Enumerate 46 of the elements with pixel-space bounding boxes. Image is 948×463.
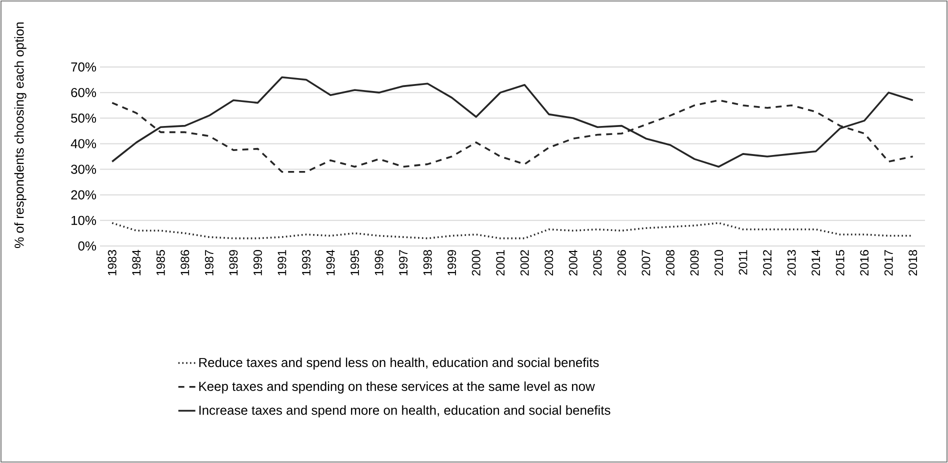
x-tick-label: 1983 (108, 250, 116, 276)
x-tick-label: 2009 (690, 250, 699, 276)
x-tick-label: 1985 (156, 250, 165, 276)
x-tick-label: 1987 (204, 250, 214, 276)
x-tick-label: 2010 (714, 250, 723, 276)
y-tick-label: 20% (71, 190, 96, 200)
x-tick-label: 1999 (448, 250, 456, 276)
x-tick-label: 2008 (666, 250, 674, 276)
x-tick-label: 1991 (278, 250, 286, 276)
x-tick-label: 2014 (812, 250, 820, 276)
x-tick-label: 1997 (399, 250, 408, 276)
x-tick-label: 2000 (472, 250, 480, 276)
y-axis-title: % of respondents choosing each option (14, 22, 26, 248)
y-tick-label: 0% (78, 241, 96, 251)
x-tick-label: 1994 (326, 250, 335, 276)
x-tick-label: 2007 (642, 250, 650, 276)
x-tick-label: 1984 (132, 250, 141, 276)
x-tick-label: 1990 (253, 250, 262, 276)
x-tick-label: 2012 (763, 250, 772, 276)
legend-label: Keep taxes and spending on these services at the same level as now (199, 381, 595, 394)
x-tick-label: 1995 (350, 250, 360, 276)
x-tick-label: 2005 (593, 250, 602, 276)
x-tick-label: 2006 (617, 250, 626, 276)
x-tick-label: 2013 (787, 250, 796, 276)
x-tick-label: 2004 (568, 250, 578, 276)
x-tick-label: 1986 (180, 250, 190, 276)
x-tick-label: 2015 (836, 250, 844, 276)
x-tick-label: 1993 (302, 250, 310, 276)
y-tick-label: 50% (71, 114, 96, 123)
legend-label: Reduce taxes and spend less on health, education and social benefits (199, 358, 599, 370)
y-tick-label: 70% (71, 62, 96, 72)
x-tick-label: 2011 (738, 250, 748, 275)
x-tick-label: 2018 (908, 250, 918, 276)
x-tick-label: 1998 (423, 250, 432, 276)
x-tick-label: 2016 (860, 250, 869, 276)
x-tick-label: 1989 (229, 250, 238, 276)
x-tick-label: 2017 (884, 250, 893, 276)
x-tick-label: 2001 (496, 250, 505, 276)
x-tick-label: 2002 (520, 250, 529, 276)
x-tick-label: 2003 (544, 250, 554, 276)
y-tick-label: 10% (72, 216, 96, 226)
y-tick-label: 60% (71, 88, 96, 98)
x-tick-label: 1996 (374, 250, 384, 276)
y-tick-label: 40% (70, 139, 96, 148)
legend-label: Increase taxes and spend more on health, education and social benefits (199, 405, 610, 418)
y-tick-label: 30% (71, 164, 96, 174)
